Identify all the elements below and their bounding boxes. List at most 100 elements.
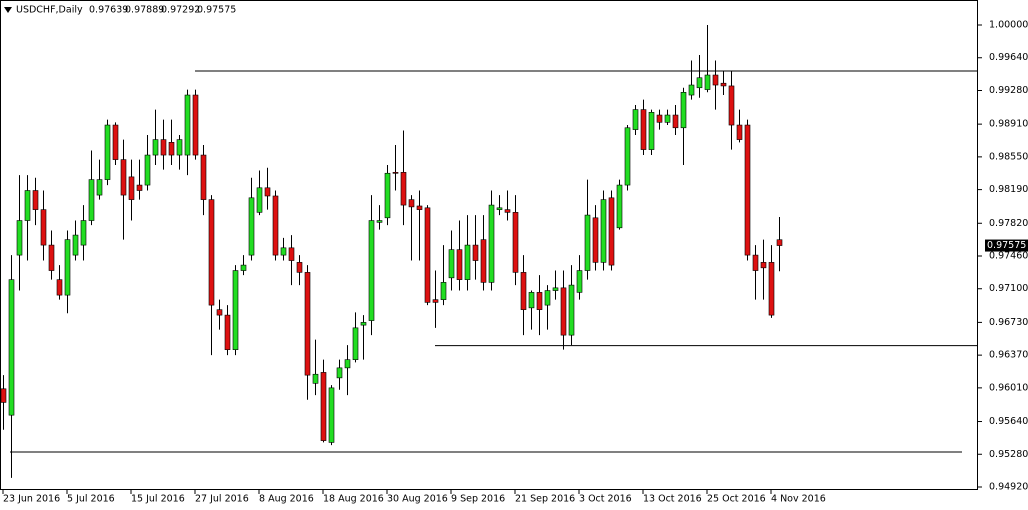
candle-body (240, 264, 247, 271)
candle-body (168, 142, 175, 156)
candle-body (768, 262, 775, 316)
candle-body (328, 387, 335, 443)
candle-body (600, 199, 607, 263)
candle-body (640, 109, 647, 150)
y-tick-label: 0.97460 (989, 251, 1028, 262)
candle-body (280, 247, 287, 256)
candle-body (736, 124, 743, 140)
candle-body (40, 209, 47, 246)
candle-body (256, 187, 263, 213)
candle-body (480, 239, 487, 283)
candle-body (160, 139, 167, 156)
candle-body (136, 184, 143, 191)
x-tick-label: 18 Aug 2016 (323, 494, 384, 505)
y-tick-label: 0.99280 (989, 85, 1028, 96)
candle-body (352, 327, 359, 360)
candle-body (432, 299, 439, 303)
candle-body (624, 127, 631, 186)
candle-body (320, 372, 327, 441)
y-tick-label: 0.97820 (989, 218, 1028, 229)
y-tick-label: 0.98190 (989, 184, 1028, 195)
candle-body (456, 249, 463, 280)
candle-body (112, 124, 119, 160)
candle-body (464, 244, 471, 280)
candle-body (48, 244, 55, 271)
candle-body (608, 197, 615, 266)
y-tick-label: 0.96370 (989, 350, 1028, 361)
x-tick-label: 8 Aug 2016 (259, 494, 314, 505)
candle-body (648, 112, 655, 150)
x-tick-label: 3 Oct 2016 (579, 494, 632, 505)
header-low: 0.97292 (161, 5, 200, 16)
candle-body (664, 114, 671, 123)
candle-body (80, 220, 87, 246)
candle-body (368, 220, 375, 321)
candle-body (576, 270, 583, 293)
candle-body (152, 139, 159, 156)
candle-body (632, 109, 639, 130)
candle-body (336, 367, 343, 379)
candle-body (248, 197, 255, 256)
candle-body (384, 172, 391, 219)
candle-body (584, 214, 591, 271)
candle-body (408, 199, 415, 208)
candle-body (32, 190, 39, 210)
candle-body (8, 279, 15, 416)
header-open: 0.97639 (89, 5, 128, 16)
candle-body (104, 124, 111, 180)
candle-body (696, 77, 703, 89)
candle-body (96, 179, 103, 196)
candle-body (264, 187, 271, 197)
candle-body (184, 94, 191, 156)
candle-body (512, 212, 519, 273)
y-tick-label: 0.96010 (989, 382, 1028, 393)
header-close: 0.97575 (197, 5, 236, 16)
candle-body (728, 85, 735, 126)
y-tick-label: 0.95640 (989, 416, 1028, 427)
candle-body (616, 184, 623, 229)
candle-body (744, 124, 751, 256)
candle-body (392, 172, 399, 174)
candle-body (544, 290, 551, 306)
candle-body (216, 309, 223, 316)
y-tick-label: 0.98910 (989, 119, 1028, 130)
y-tick-label: 1.00000 (989, 20, 1028, 31)
y-tick-label: 0.96730 (989, 317, 1028, 328)
candle-body (208, 199, 215, 306)
candle-body (712, 74, 719, 86)
x-tick-label: 21 Sep 2016 (515, 494, 575, 505)
candle-body (192, 94, 199, 156)
candle-body (488, 204, 495, 283)
candle-body (400, 172, 407, 206)
candle-body (560, 287, 567, 336)
candle-body (296, 262, 303, 273)
candle-body (672, 114, 679, 129)
symbol-title: USDCHF,Daily (16, 5, 83, 16)
y-tick-label: 0.99640 (989, 52, 1028, 63)
candle-body (496, 207, 503, 210)
candle-body (304, 272, 311, 376)
x-tick-label: 13 Oct 2016 (643, 494, 702, 505)
candle-body (344, 359, 351, 369)
x-tick-label: 4 Nov 2016 (771, 494, 826, 505)
x-tick-label: 25 Oct 2016 (707, 494, 766, 505)
candle-body (360, 322, 367, 326)
y-tick-label: 0.94920 (989, 481, 1028, 492)
candle-body (288, 247, 295, 261)
candle-body (688, 84, 695, 96)
candle-body (416, 205, 423, 210)
candle-body (568, 284, 575, 336)
candle-body (88, 179, 95, 221)
candle-body (440, 282, 447, 300)
price-label: 0.97575 (987, 240, 1026, 251)
candle-body (760, 262, 767, 269)
x-tick-label: 15 Jul 2016 (131, 494, 185, 505)
candle-body (120, 159, 127, 196)
candle-body (16, 220, 23, 256)
price-label-bg (985, 239, 1028, 252)
x-tick-label: 9 Sep 2016 (451, 494, 505, 505)
candle-body (536, 292, 543, 310)
x-tick-label: 5 Jul 2016 (67, 494, 115, 505)
menu-triangle[interactable] (4, 7, 12, 13)
